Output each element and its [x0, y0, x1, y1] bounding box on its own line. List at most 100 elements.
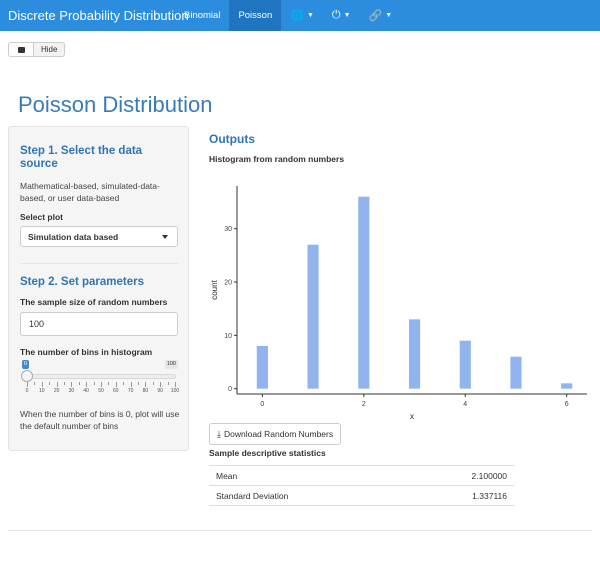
sidebar-toggle-group: Hide — [8, 42, 66, 57]
slider-max-badge: 100 — [164, 360, 178, 369]
step1-title: Step 1. Select the data source — [20, 145, 143, 170]
slider-tick — [78, 382, 80, 385]
outputs-heading: Outputs — [209, 132, 255, 146]
slider-tick-label: 60 — [113, 388, 119, 394]
slider-tick — [41, 382, 43, 387]
stat-value: 2.100000 — [402, 465, 514, 486]
histogram-bar — [510, 356, 522, 389]
bins-slider[interactable]: 0 100 0 10 20 30 40 50 60 70 80 90 100 — [20, 359, 180, 397]
sample-size-input[interactable]: 100 — [20, 312, 178, 336]
download-label: Download Random Numbers — [223, 429, 334, 439]
slider-tick — [145, 382, 147, 387]
slider-tick — [27, 382, 28, 387]
histogram-bar — [358, 196, 370, 389]
sidebar-toggle-button[interactable] — [8, 42, 34, 57]
slider-tick-label: 20 — [53, 388, 60, 394]
x-tick-label: 6 — [565, 401, 569, 408]
select-plot-value: Simulation data based — [28, 231, 119, 242]
select-plot-label: Select plot — [20, 212, 63, 222]
sample-size-label: The sample size of random numbers — [20, 297, 168, 307]
tab-poisson[interactable]: Poisson — [229, 0, 282, 31]
download-random-numbers-button[interactable]: ⤓ Download Random Numbers — [209, 423, 342, 445]
tab-binomial[interactable]: Binomial — [184, 10, 221, 21]
slider-tick — [71, 382, 73, 387]
y-tick-label: 30 — [224, 226, 232, 233]
globe-icon: 🌐 — [290, 10, 304, 22]
slider-tick — [34, 382, 36, 385]
slider-tick — [115, 382, 117, 387]
slider-tick-label: 70 — [127, 388, 134, 394]
slider-tick — [130, 382, 132, 387]
navbar: Discrete Probability Distribution Binomi… — [0, 0, 600, 31]
slider-value-badge: 0 — [22, 360, 30, 369]
stats-title: Sample descriptive statistics — [209, 448, 326, 458]
histogram-chart: 0 10 20 30 0 2 4 6 x count — [210, 186, 587, 421]
slider-tick — [93, 382, 95, 385]
caret-down-icon: ▼ — [385, 12, 393, 19]
slider-tick — [123, 382, 125, 385]
slider-tick — [167, 382, 169, 385]
table-row: Standard Deviation 1.337116 — [209, 485, 514, 506]
power-menu[interactable]: ⏻ ▼ — [323, 0, 360, 31]
y-axis-label: count — [210, 279, 219, 299]
slider-tick — [101, 382, 102, 387]
histogram-title: Histogram from random numbers — [209, 154, 345, 164]
slider-track[interactable] — [26, 374, 176, 379]
stats-table: Mean 2.100000 Standard Deviation 1.33711… — [209, 465, 514, 506]
bins-note: When the number of bins is 0, plot will … — [20, 409, 180, 431]
bins-label: The number of bins in histogram — [20, 347, 153, 357]
slider-tick — [152, 382, 154, 385]
histogram-bar — [256, 346, 268, 389]
slider-tick — [56, 382, 58, 387]
x-tick-label: 4 — [463, 401, 467, 408]
table-row: Mean 2.100000 — [209, 465, 514, 486]
slider-tick — [160, 382, 162, 387]
histogram-bar — [561, 383, 573, 389]
select-plot-dropdown[interactable]: Simulation data based — [20, 226, 178, 247]
y-tick-label: 10 — [224, 333, 232, 340]
slider-tick-label: 10 — [39, 388, 45, 394]
slider-tick — [108, 382, 110, 385]
link-icon: 🔗 — [368, 10, 383, 22]
slider-handle[interactable] — [21, 370, 33, 382]
slider-tick-label: 0 — [25, 388, 29, 394]
language-menu[interactable]: 🌐 ▼ — [281, 0, 323, 31]
histogram-bar — [459, 340, 471, 389]
slider-tick — [64, 382, 65, 385]
power-icon: ⏻ — [331, 9, 341, 21]
slider-tick — [86, 382, 88, 387]
x-axis-label: x — [410, 412, 414, 421]
caret-down-icon: ▼ — [343, 12, 351, 19]
slider-tick-label: 30 — [68, 388, 75, 394]
x-tick-label: 0 — [260, 401, 264, 408]
caret-down-icon: ▼ — [306, 12, 314, 19]
y-tick-label: 20 — [224, 280, 232, 287]
section-divider — [20, 263, 178, 264]
navbar-brand[interactable]: Discrete Probability Distribution — [8, 8, 189, 23]
stat-label: Mean — [209, 465, 403, 486]
stat-value: 1.337116 — [402, 485, 514, 506]
step2-title: Step 2. Set parameters — [20, 276, 145, 288]
slider-tick-label: 100 — [170, 388, 180, 394]
footer-divider — [8, 530, 592, 531]
slider-tick-label: 40 — [83, 388, 89, 394]
slider-tick — [138, 382, 139, 385]
slider-tick-label: 80 — [142, 388, 149, 394]
page-title: Poisson Distribution — [18, 92, 213, 117]
link-menu[interactable]: 🔗 ▼ — [360, 0, 402, 31]
histogram-bar — [307, 244, 319, 389]
stat-label: Standard Deviation — [209, 485, 403, 506]
slider-tick — [49, 382, 51, 385]
histogram-bar — [408, 319, 421, 389]
square-icon — [17, 46, 25, 53]
sidebar-panel: Step 1. Select the data source Mathemati… — [8, 126, 189, 451]
download-icon: ⤓ — [217, 428, 221, 439]
hide-button[interactable]: Hide — [34, 42, 66, 57]
chevron-down-icon — [162, 234, 168, 239]
x-tick-label: 2 — [362, 401, 366, 408]
slider-tick-label: 50 — [98, 388, 104, 394]
slider-tick-label: 90 — [157, 388, 163, 394]
slider-tick — [175, 382, 176, 387]
y-tick-label: 0 — [228, 386, 232, 393]
step1-description: Mathematical-based, simulated-data-based… — [20, 181, 160, 203]
